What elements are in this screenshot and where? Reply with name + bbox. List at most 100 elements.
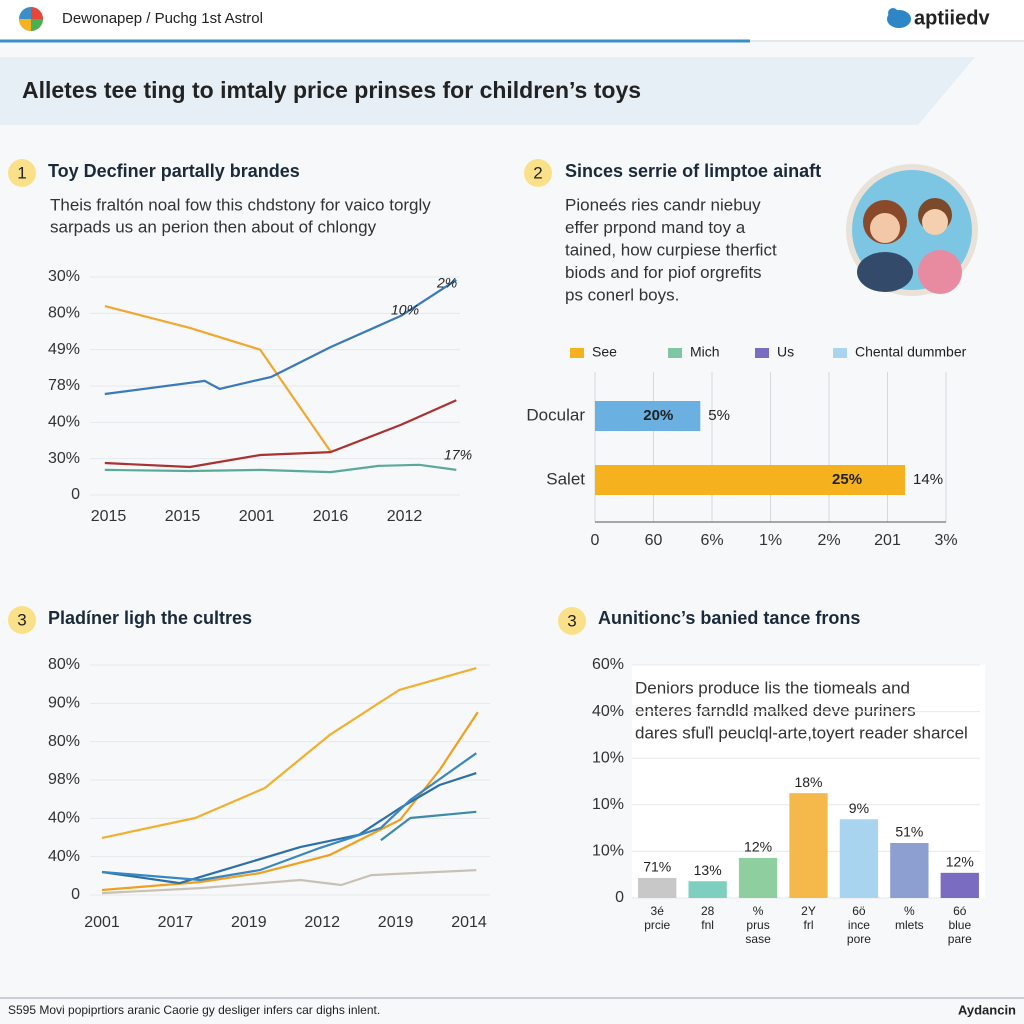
- y-tick-label: 40%: [48, 848, 80, 865]
- x-tick-label: 3%: [934, 532, 957, 549]
- y-tick-label: 40%: [48, 810, 80, 827]
- bar: [688, 881, 727, 898]
- x-tick-label: 2015: [91, 508, 127, 525]
- panel-description: ps conerl boys.: [565, 285, 679, 304]
- x-tick-label: 60: [645, 532, 663, 549]
- y-tick-label: 30%: [48, 268, 80, 285]
- category-label: fnl: [701, 918, 714, 932]
- panel-description: effer prpond mand toy a: [565, 218, 746, 237]
- category-label: frl: [804, 918, 814, 932]
- step-number: 1: [17, 163, 26, 182]
- breadcrumb: Dewonapep / Puchg 1st Astrol: [62, 10, 263, 27]
- panel-description: Theis fraltón noal fow this chdstony for…: [50, 195, 431, 214]
- chart-panel: 3 Pladíner ligh the cultres 0 40% 40% 98% 80% 9…: [8, 606, 490, 931]
- chart-panel: 2 Sinces serrie of limptoe ainaft Pioneés …: [524, 159, 967, 549]
- x-tick-label: 2001: [239, 508, 275, 525]
- line-series: [101, 772, 477, 885]
- category-label: Salet: [546, 469, 585, 488]
- bar-label: 71%: [643, 859, 671, 875]
- footer-text: S595 Movi popiprtiors aranic Caorie gy d…: [8, 1003, 380, 1017]
- brand-logo-icon: [887, 8, 911, 28]
- category-label: sase: [745, 932, 771, 946]
- category-label: ince: [848, 918, 870, 932]
- step-badge: [524, 159, 552, 187]
- y-tick-label: 30%: [48, 450, 80, 467]
- photo: [846, 164, 978, 296]
- site-logo-icon: [19, 7, 43, 31]
- panel-title: Aunitionc’s banied tance frons: [598, 608, 860, 628]
- top-bar: [0, 0, 1024, 40]
- bar-outer-label: 14%: [913, 471, 943, 488]
- category-label: 6ó: [953, 904, 967, 918]
- x-tick-label: 201: [874, 532, 901, 549]
- category-label: prus: [746, 918, 769, 932]
- y-tick-label: 90%: [48, 695, 80, 712]
- line-series: [380, 810, 477, 842]
- x-tick-label: 2015: [165, 508, 201, 525]
- y-tick-label: 10%: [592, 749, 624, 766]
- y-tick-label: 0: [71, 486, 80, 503]
- line-series: [104, 463, 457, 474]
- line-series: [101, 869, 477, 895]
- x-tick-label: 2%: [817, 532, 840, 549]
- legend-label: See: [592, 344, 617, 360]
- category-label: pare: [948, 932, 972, 946]
- panel-description: tained, how curpiese therfict: [565, 240, 777, 259]
- legend-label: Chental dummber: [855, 344, 967, 360]
- legend-label: Mich: [690, 344, 720, 360]
- bar: [595, 401, 701, 431]
- y-tick-label: 80%: [48, 733, 80, 750]
- step-badge: [8, 159, 36, 187]
- line-series: [101, 752, 477, 882]
- x-tick-label: 2012: [304, 914, 340, 931]
- step-badge: [8, 606, 36, 634]
- panel-description: Pioneés ries candr niebuy: [565, 195, 761, 214]
- y-tick-label: 40%: [48, 414, 80, 431]
- category-label: 3é: [651, 904, 665, 918]
- chart-panel: 3 Aunitionc’s banied tance frons Deniors p…: [558, 607, 985, 946]
- y-tick-label: 80%: [48, 305, 80, 322]
- brand-logo: aptiiedv: [914, 7, 990, 29]
- panel-description: Deniors produce lis the tiomeals and: [635, 678, 910, 697]
- bar: [890, 843, 929, 898]
- bar: [789, 793, 828, 898]
- panel-description: sarpads us an perion then about of chlon…: [50, 217, 377, 236]
- y-tick-label: 40%: [592, 703, 624, 720]
- category-label: blue: [948, 918, 971, 932]
- line-series: [101, 667, 477, 839]
- x-tick-label: 2016: [313, 508, 349, 525]
- y-tick-label: 98%: [48, 771, 80, 788]
- y-tick-label: 49%: [48, 341, 80, 358]
- category-label: 28: [701, 904, 715, 918]
- category-label: pore: [847, 932, 871, 946]
- annotation: 2%: [436, 275, 457, 291]
- category-label: mlets: [895, 918, 924, 932]
- category-label: 6ö: [852, 904, 866, 918]
- step-number: 3: [567, 611, 576, 630]
- y-tick-label: 60%: [592, 656, 624, 673]
- bar-label: 12%: [946, 854, 974, 870]
- x-tick-label: 2019: [378, 914, 414, 931]
- line-series: [104, 278, 457, 396]
- bar-label: 12%: [744, 839, 772, 855]
- y-tick-label: 78%: [48, 377, 80, 394]
- bar-label: 13%: [694, 862, 722, 878]
- line-series: [104, 399, 457, 469]
- bar-label: 18%: [794, 774, 822, 790]
- step-badge: [558, 607, 586, 635]
- panel-description: dares sfuľl peuclql-arte,toyert reader s…: [635, 723, 968, 742]
- banner: [0, 57, 975, 125]
- legend-swatch: [570, 348, 584, 358]
- legend-swatch: [755, 348, 769, 358]
- y-tick-label: 0: [71, 886, 80, 903]
- y-tick-label: 0: [615, 889, 624, 906]
- panel-title: Sinces serrie of limptoe ainaft: [565, 161, 821, 181]
- chart-panel: 1 Toy Decfiner partally brandes Theis fral…: [8, 159, 472, 525]
- x-tick-label: 2014: [451, 914, 487, 931]
- x-tick-label: 2012: [387, 508, 423, 525]
- bar-inner-label: 20%: [643, 407, 673, 424]
- panel-description: enteres farndld malked deve puriners: [635, 701, 916, 720]
- category-label: Docular: [526, 405, 585, 424]
- legend-label: Us: [777, 344, 794, 360]
